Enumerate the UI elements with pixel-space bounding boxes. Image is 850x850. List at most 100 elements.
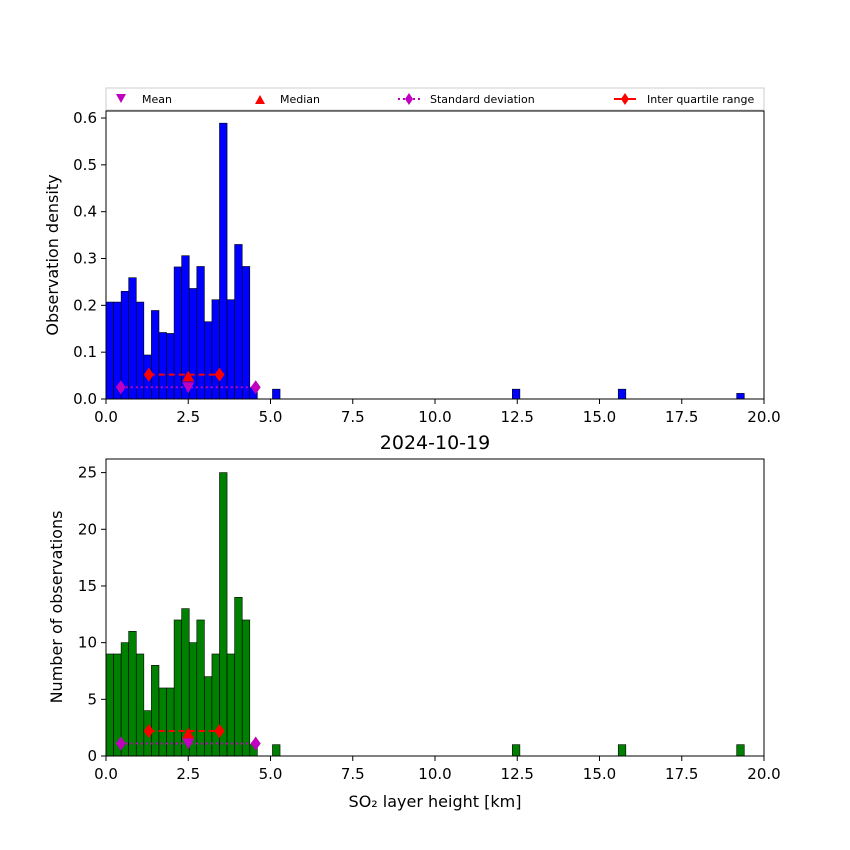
legend-iqr-marker	[621, 93, 629, 105]
count-y-tick-label: 15	[78, 577, 97, 595]
density-iqr-upper-marker	[214, 367, 225, 382]
density-y-tick-label: 0.6	[73, 109, 97, 127]
density-y-axis: 0.0 0.1 0.2 0.3 0.4 0.5 0.6	[73, 109, 106, 408]
density-bar	[151, 310, 160, 400]
density-std-lower-marker	[115, 380, 126, 395]
density-iqr-lower-marker	[143, 367, 154, 382]
count-y-axis-label: Number of observations	[47, 511, 66, 704]
density-bar	[512, 388, 521, 400]
density-bar	[173, 266, 182, 400]
density-x-tick-label: 17.5	[665, 408, 698, 426]
density-x-tick-label: 7.5	[341, 408, 365, 426]
count-bar	[128, 631, 137, 757]
count-bar	[158, 687, 167, 757]
density-x-tick-label: 2.5	[176, 408, 200, 426]
count-x-tick-label: 12.5	[501, 765, 534, 783]
density-y-tick-label: 0.4	[73, 203, 97, 221]
count-x-tick-label: 2.5	[176, 765, 200, 783]
count-bar	[151, 665, 160, 757]
legend-mean-marker	[116, 94, 126, 103]
count-x-tick-label: 7.5	[341, 765, 365, 783]
density-x-tick-label: 15.0	[583, 408, 616, 426]
density-bar	[128, 277, 137, 400]
count-y-tick-label: 25	[78, 464, 97, 482]
chart-title: 2024-10-19	[380, 432, 490, 454]
count-bar	[272, 744, 281, 757]
legend-iqr-label: Inter quartile range	[647, 93, 754, 106]
density-std-upper-marker	[250, 380, 261, 395]
density-stat-markers	[115, 367, 261, 395]
count-bar	[105, 653, 114, 757]
density-bar	[158, 332, 167, 400]
density-x-tick-label: 0.0	[94, 408, 118, 426]
density-x-tick-label: 12.5	[501, 408, 534, 426]
count-bar	[211, 653, 220, 757]
density-y-tick-label: 0.3	[73, 250, 97, 268]
density-x-tick-label: 20.0	[747, 408, 780, 426]
count-y-tick-label: 0	[87, 747, 97, 765]
density-x-tick-label: 5.0	[259, 408, 283, 426]
density-median-marker	[182, 370, 195, 382]
count-bar	[204, 676, 213, 757]
count-stat-markers	[115, 724, 261, 751]
density-bar	[736, 393, 745, 400]
count-x-axis-label: SO₂ layer height [km]	[349, 792, 522, 811]
legend-frame	[105, 87, 765, 111]
count-x-tick-label: 20.0	[747, 765, 780, 783]
count-bar	[196, 619, 205, 757]
count-bar	[736, 744, 745, 757]
density-bar	[166, 333, 175, 400]
count-bar	[234, 596, 243, 757]
count-median-marker	[182, 727, 195, 739]
count-bars	[105, 472, 745, 757]
count-y-axis: 0 5 10 15 20 25	[78, 464, 106, 765]
density-x-tick-label: 10.0	[418, 408, 451, 426]
density-bar	[196, 266, 205, 400]
density-y-axis-label: Observation density	[43, 174, 62, 335]
count-bar	[135, 653, 145, 757]
density-mean-marker	[182, 382, 195, 394]
density-x-axis: 0.0 2.5 5.0 7.5 10.0 12.5 15.0 17.5 20.0	[94, 399, 781, 426]
count-x-tick-label: 10.0	[418, 765, 451, 783]
count-bar	[617, 744, 627, 757]
density-y-tick-label: 0.2	[73, 296, 97, 314]
count-bar	[512, 744, 521, 757]
count-x-tick-label: 5.0	[259, 765, 283, 783]
density-y-tick-label: 0.1	[73, 343, 97, 361]
count-iqr-lower-marker	[143, 724, 154, 739]
density-bar	[135, 301, 145, 400]
legend: Mean Median Standard deviation Inter qua…	[105, 87, 765, 111]
count-x-tick-label: 17.5	[665, 765, 698, 783]
count-iqr-upper-marker	[214, 724, 225, 739]
count-y-tick-label: 20	[78, 520, 97, 538]
count-x-tick-label: 15.0	[583, 765, 616, 783]
density-y-tick-label: 0.0	[73, 390, 97, 408]
count-bar	[241, 619, 251, 757]
legend-median-label: Median	[280, 93, 320, 106]
count-bar	[166, 687, 175, 757]
count-x-tick-label: 0.0	[94, 765, 118, 783]
density-bar	[272, 388, 281, 400]
density-bar	[204, 321, 213, 400]
density-bar	[211, 299, 220, 400]
count-y-tick-label: 10	[78, 634, 97, 652]
count-bar	[173, 619, 182, 757]
density-bar	[617, 388, 627, 400]
density-bar	[241, 266, 251, 400]
density-bars	[105, 122, 745, 400]
density-histogram-panel: 0.0 2.5 5.0 7.5 10.0 12.5 15.0 17.5 20.0 0.0 0.1 0…	[43, 109, 781, 426]
legend-mean-label: Mean	[142, 93, 172, 106]
count-bar	[219, 472, 228, 757]
count-bar	[226, 653, 235, 757]
density-bar	[105, 301, 114, 400]
count-std-lower-marker	[115, 736, 126, 751]
density-bar	[219, 122, 228, 400]
legend-std-marker	[405, 93, 413, 105]
density-bar	[226, 299, 235, 400]
density-bar	[234, 244, 243, 400]
count-std-upper-marker	[250, 736, 261, 751]
count-mean-marker	[182, 738, 195, 750]
count-histogram-panel: 2024-10-19 0.0 2.5 5.0 7.5 10.0 12.5 15.0 17.5 2…	[47, 432, 781, 811]
count-x-axis: 0.0 2.5 5.0 7.5 10.0 12.5 15.0 17.5 20.0	[94, 756, 781, 783]
